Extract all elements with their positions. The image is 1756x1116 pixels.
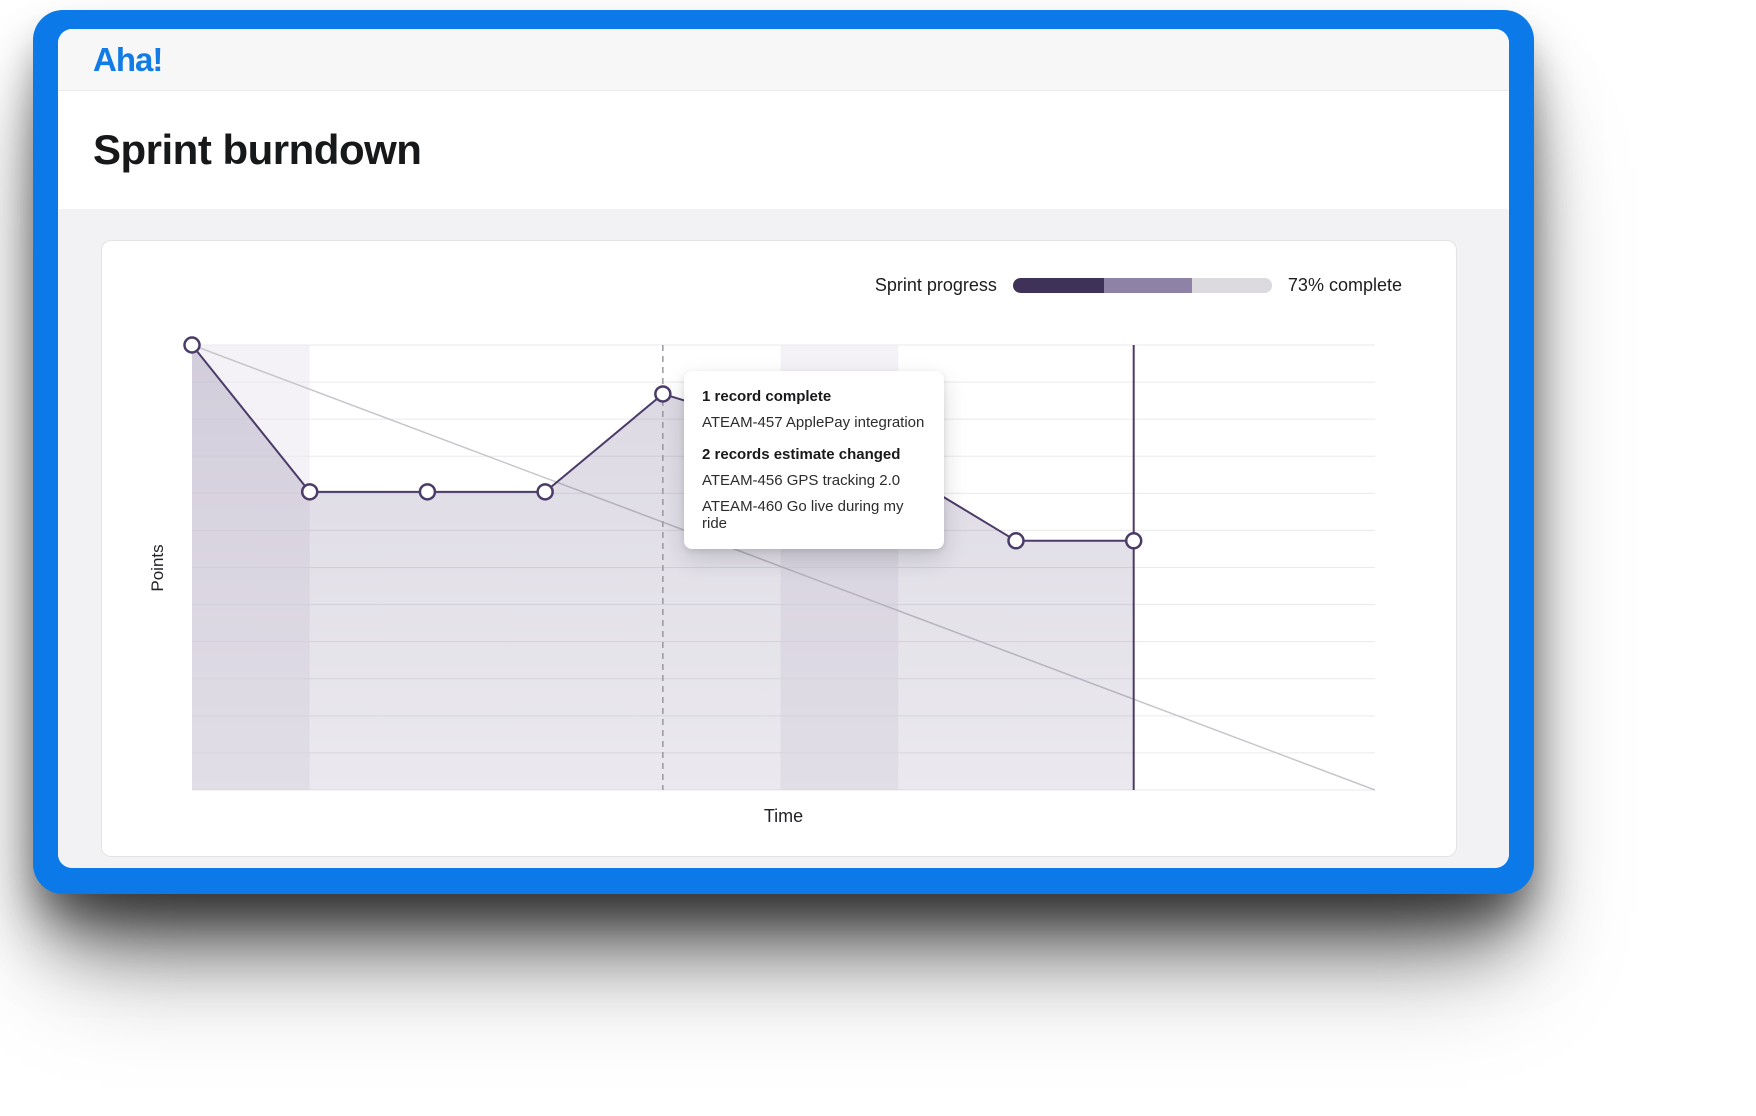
data-point[interactable] <box>536 483 554 501</box>
progress-segment-remaining <box>1191 278 1272 293</box>
tooltip-heading: 1 record complete <box>702 388 832 405</box>
tooltip-record[interactable]: ATEAM-457 ApplePay integration <box>702 414 925 431</box>
sprint-progress-label: Sprint progress <box>874 275 997 295</box>
data-point[interactable] <box>183 336 201 354</box>
data-point[interactable] <box>1124 532 1143 550</box>
data-point[interactable] <box>418 483 437 501</box>
tooltip-section-estimate-changed: 2 records estimate changed ATEAM-456 GPS… <box>702 446 926 532</box>
x-axis-label: Time <box>763 806 804 826</box>
burndown-chart: Points Time 1 record complete ATEAM-457 … <box>148 336 1376 826</box>
progress-segment-completed <box>1012 278 1104 293</box>
data-point[interactable] <box>1007 532 1025 550</box>
y-axis-label: Points <box>148 543 167 592</box>
report-content: Sprint progress 73% complete Points Time… <box>58 209 1509 868</box>
tooltip-record[interactable]: ATEAM-456 GPS tracking 2.0 <box>702 472 901 489</box>
tooltip-heading: 2 records estimate changed <box>702 446 901 463</box>
aha-logo[interactable]: Aha! <box>93 40 163 78</box>
brand-frame: Aha! Sprint burndown Sprint progress 73%… <box>33 10 1534 894</box>
sprint-progress-bar <box>1012 278 1272 293</box>
burndown-chart-card: Sprint progress 73% complete Points Time… <box>101 240 1457 857</box>
chart-tooltip: 1 record complete ATEAM-457 ApplePay int… <box>684 371 944 549</box>
app-header: Aha! <box>58 29 1509 91</box>
app-window: Aha! Sprint burndown Sprint progress 73%… <box>58 29 1509 868</box>
title-bar: Sprint burndown <box>58 91 1509 209</box>
progress-segment-in-progress <box>1103 278 1192 293</box>
data-point[interactable] <box>300 483 319 501</box>
tooltip-section-complete: 1 record complete ATEAM-457 ApplePay int… <box>702 388 926 431</box>
sprint-progress-legend: Sprint progress 73% complete <box>875 275 1402 296</box>
page-title: Sprint burndown <box>93 126 422 173</box>
tooltip-record[interactable]: ATEAM-460 Go live during my ride <box>702 498 904 532</box>
data-point[interactable] <box>654 385 672 403</box>
percent-complete-label: 73% complete <box>1287 275 1402 295</box>
